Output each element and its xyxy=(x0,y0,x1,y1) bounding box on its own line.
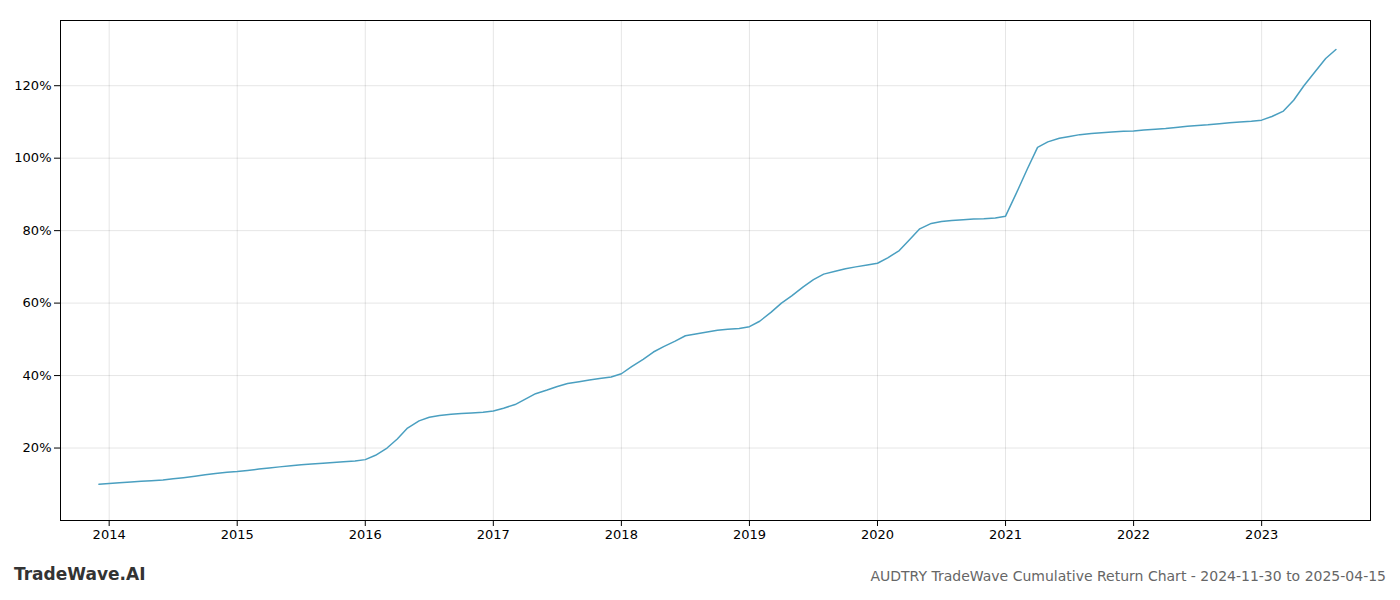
svg-text:120%: 120% xyxy=(14,78,51,93)
svg-text:60%: 60% xyxy=(23,295,52,310)
svg-text:2014: 2014 xyxy=(93,527,126,542)
svg-text:20%: 20% xyxy=(23,440,52,455)
svg-text:2022: 2022 xyxy=(1117,527,1150,542)
svg-text:80%: 80% xyxy=(23,223,52,238)
svg-text:40%: 40% xyxy=(23,368,52,383)
svg-text:2023: 2023 xyxy=(1245,527,1278,542)
svg-text:2021: 2021 xyxy=(989,527,1022,542)
svg-text:100%: 100% xyxy=(14,150,51,165)
svg-text:2019: 2019 xyxy=(733,527,766,542)
html-text:AUDTRY TradeWave Cumulative Re: AUDTRY TradeWave Cumulative Return Chart… xyxy=(870,568,1386,584)
svg-text:2017: 2017 xyxy=(477,527,510,542)
svg-text:2018: 2018 xyxy=(605,527,638,542)
svg-text:2020: 2020 xyxy=(861,527,894,542)
svg-text:2015: 2015 xyxy=(221,527,254,542)
svg-text:2016: 2016 xyxy=(349,527,382,542)
html-text:TradeWave.AI: TradeWave.AI xyxy=(14,564,146,584)
